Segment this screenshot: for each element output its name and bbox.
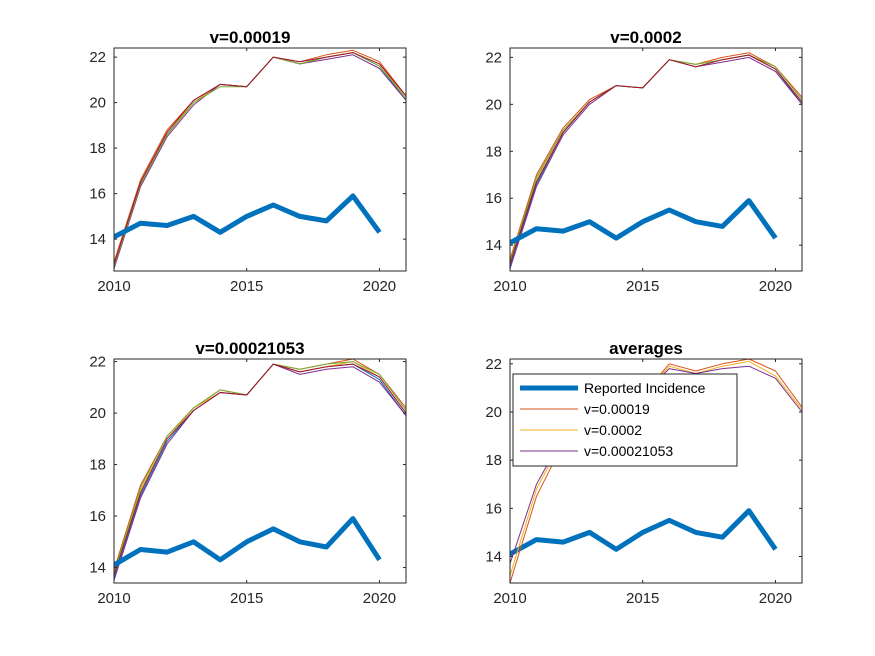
x-tick-label: 2020 xyxy=(759,590,792,607)
y-tick-label: 18 xyxy=(485,452,502,469)
x-tick-label: 2015 xyxy=(626,278,659,295)
series-group xyxy=(114,49,406,269)
y-tick-label: 16 xyxy=(485,190,502,207)
y-tick-label: 18 xyxy=(485,143,502,160)
x-tick-label: 2010 xyxy=(97,278,130,295)
x-tick-label: 2020 xyxy=(363,278,396,295)
subplot-title: averages xyxy=(609,339,683,358)
y-tick-label: 16 xyxy=(89,508,106,525)
y-tick-label: 14 xyxy=(485,549,502,566)
x-tick-label: 2010 xyxy=(97,590,130,607)
plot-area xyxy=(114,359,406,583)
y-tick-label: 20 xyxy=(485,404,502,421)
y-tick-label: 22 xyxy=(89,49,106,66)
y-tick-label: 14 xyxy=(485,237,502,254)
legend-label: Reported Incidence xyxy=(584,380,706,396)
reported-incidence-line xyxy=(114,193,382,240)
y-tick-label: 20 xyxy=(485,96,502,113)
x-tick-label: 2015 xyxy=(230,278,263,295)
axes-box xyxy=(113,47,407,272)
x-tick-label: 2015 xyxy=(230,590,263,607)
reported-incidence-line xyxy=(510,198,778,246)
series-line xyxy=(114,363,406,576)
subplot-title: v=0.00019 xyxy=(210,28,291,47)
legend: Reported Incidence v=0.00019 v=0.0002 v=0.0… xyxy=(512,373,738,467)
legend-label: v=0.0002 xyxy=(584,422,642,438)
y-tick-label: 22 xyxy=(485,49,502,66)
series-group xyxy=(114,359,406,581)
y-tick-label: 14 xyxy=(89,231,106,248)
subplot-bottom-right: averages 2010 2015 2020 14 16 18 20 22 Reported … xyxy=(485,339,803,607)
y-tick-label: 14 xyxy=(89,560,106,577)
legend-label: v=0.00019 xyxy=(584,401,650,417)
plot-area xyxy=(114,48,406,271)
x-tick-label: 2020 xyxy=(759,278,792,295)
subplot-top-right: v=0.0002 2010 2015 2020 14 16 18 20 22 xyxy=(485,28,803,295)
legend-label: v=0.00021053 xyxy=(584,443,673,459)
subplot-top-left: v=0.00019 2010 2015 2020 14 16 18 20 22 xyxy=(89,28,407,295)
axes-box xyxy=(509,47,803,272)
y-tick-label: 16 xyxy=(89,186,106,203)
subplot-title: v=0.0002 xyxy=(610,28,681,47)
subplot-bottom-left: v=0.00021053 2010 2015 2020 14 16 18 20 22 xyxy=(89,339,407,607)
reported-incidence-line xyxy=(114,516,382,568)
x-tick-label: 2010 xyxy=(493,278,526,295)
plot-area xyxy=(510,48,802,271)
y-tick-label: 18 xyxy=(89,457,106,474)
series-line xyxy=(510,54,802,265)
series-group xyxy=(510,52,802,269)
axes-box xyxy=(113,358,407,584)
x-tick-label: 2015 xyxy=(626,590,659,607)
y-tick-label: 18 xyxy=(89,140,106,157)
y-tick-label: 22 xyxy=(485,356,502,373)
reported-incidence-line xyxy=(510,508,778,557)
y-tick-label: 20 xyxy=(89,405,106,422)
subplot-title: v=0.00021053 xyxy=(195,339,304,358)
axes-box xyxy=(509,358,803,584)
y-tick-label: 20 xyxy=(89,95,106,112)
y-tick-label: 16 xyxy=(485,500,502,517)
y-tick-label: 22 xyxy=(89,354,106,371)
x-tick-label: 2010 xyxy=(493,590,526,607)
x-tick-label: 2020 xyxy=(363,590,396,607)
series-line xyxy=(114,52,406,265)
